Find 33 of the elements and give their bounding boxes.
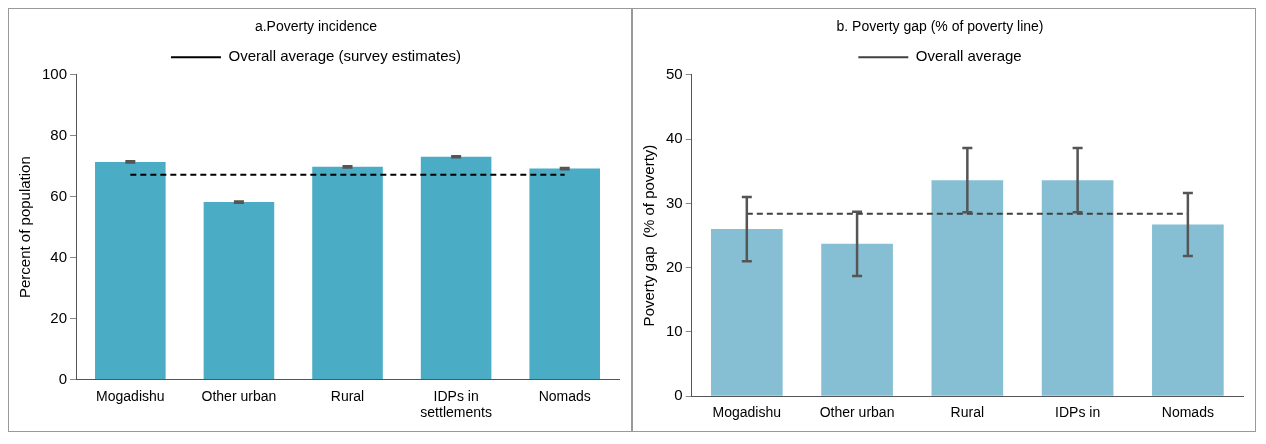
bar <box>710 229 783 396</box>
x-tick-label: Other urban <box>819 404 895 421</box>
x-tick-label: IDPs in <box>1055 404 1101 421</box>
y-axis-title: Percent of population <box>16 156 34 298</box>
bar <box>821 243 893 396</box>
y-tick-label: 20 <box>666 257 683 275</box>
y-tick-label: 60 <box>50 186 68 204</box>
y-tick-label: 0 <box>674 386 683 404</box>
legend-label: Overall average <box>915 47 1022 65</box>
bar <box>931 180 1004 396</box>
legend-label: Overall average (survey estimates) <box>228 47 462 65</box>
y-tick-label: 80 <box>50 125 68 143</box>
y-tick-label: 0 <box>58 369 68 387</box>
y-tick-label: 20 <box>50 308 68 326</box>
y-tick-label: 40 <box>666 129 683 147</box>
x-tick-label: Nomads <box>1161 404 1214 421</box>
bar <box>1152 224 1224 396</box>
y-tick-label: 30 <box>666 193 683 211</box>
x-tick-label: Rural <box>950 404 985 421</box>
y-tick-label: 40 <box>50 247 68 265</box>
bar <box>1041 180 1114 396</box>
x-tick-label: Mogadishu <box>712 404 782 421</box>
x-tick-label: Mogadishu <box>96 387 165 404</box>
y-tick-label: 10 <box>666 322 683 340</box>
y-axis-title: Poverty gap (% of poverty) <box>640 144 658 327</box>
y-tick-label: 50 <box>666 64 683 82</box>
x-tick-label: IDPs in settlements <box>420 387 492 421</box>
x-tick-label: Other urban <box>201 387 277 404</box>
chart-title: b. Poverty gap (% of poverty line) <box>836 18 1044 35</box>
y-tick-label: 100 <box>42 64 68 82</box>
x-tick-label: Rural <box>330 387 365 404</box>
x-tick-label: Nomads <box>538 387 591 404</box>
chart-title: a.Poverty incidence <box>254 18 378 35</box>
